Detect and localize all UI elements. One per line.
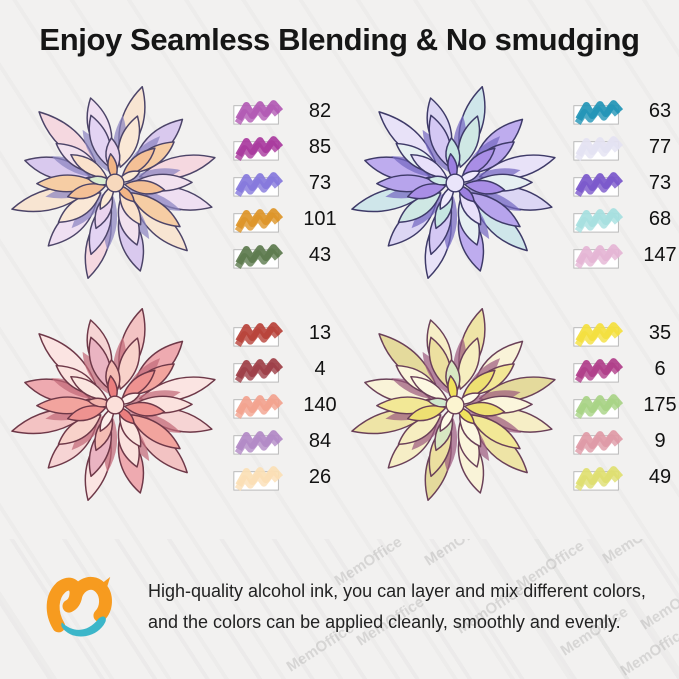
marker-scribble-icon (573, 171, 624, 197)
succulent-illustration-peach (11, 85, 216, 280)
succulent-panel-pink: 13 4 140 84 26 (2, 294, 342, 516)
marker-color-code: 43 (308, 243, 332, 266)
swatch-row: 26 (230, 462, 342, 493)
marker-scribble-icon (233, 135, 284, 161)
marker-color-code: 63 (648, 99, 672, 122)
marker-scribble-icon (233, 429, 284, 455)
marker-scribble-icon (573, 207, 624, 233)
swatch-row: 68 (570, 204, 679, 235)
memoffice-logo (46, 576, 112, 637)
marker-color-code: 73 (648, 171, 672, 194)
marker-scribble-icon (233, 321, 284, 347)
marker-color-code: 9 (654, 429, 666, 452)
marker-scribble-icon (233, 99, 284, 125)
marker-color-code: 26 (308, 465, 332, 488)
swatch-row: 9 (570, 426, 679, 457)
succulent-panel-peach: 82 85 73 101 43 (2, 72, 342, 294)
marker-swatch-list: 35 6 175 9 49 (568, 318, 679, 493)
footer-line-2: and the colors can be applied cleanly, s… (148, 612, 621, 632)
marker-scribble-icon (233, 357, 284, 383)
swatch-row: 82 (230, 96, 342, 127)
marker-color-code: 147 (643, 243, 677, 266)
swatch-row: 43 (230, 240, 342, 271)
marker-scribble-icon (573, 243, 624, 269)
succulent-illustration-purple (351, 85, 556, 280)
blending-examples-grid: 82 85 73 101 43 63 77 73 68 147 13 4 140 84 26 35 6 17… (0, 68, 679, 516)
swatch-row: 147 (570, 240, 679, 271)
marker-color-code: 175 (643, 393, 677, 416)
succulent-illustration-yellow (351, 307, 556, 502)
marker-scribble-icon (573, 321, 624, 347)
marker-swatch-list: 82 85 73 101 43 (228, 96, 342, 271)
marker-color-code: 82 (308, 99, 332, 122)
swatch-row: 140 (230, 390, 342, 421)
marker-swatch-list: 63 77 73 68 147 (568, 96, 679, 271)
swatch-row: 77 (570, 132, 679, 163)
marker-scribble-icon (233, 171, 284, 197)
marker-color-code: 35 (648, 321, 672, 344)
marker-scribble-icon (233, 465, 284, 491)
swatch-row: 101 (230, 204, 342, 235)
swatch-row: 73 (230, 168, 342, 199)
footer: High-quality alcohol ink, you can layer … (0, 564, 679, 650)
marker-color-code: 73 (308, 171, 332, 194)
footer-description: High-quality alcohol ink, you can layer … (148, 576, 646, 637)
marker-color-code: 85 (308, 135, 332, 158)
marker-scribble-icon (573, 393, 624, 419)
swatch-row: 175 (570, 390, 679, 421)
succulent-illustration-pink (11, 307, 216, 502)
marker-scribble-icon (573, 357, 624, 383)
marker-scribble-icon (573, 99, 624, 125)
marker-color-code: 140 (303, 393, 337, 416)
swatch-row: 35 (570, 318, 679, 349)
swatch-row: 6 (570, 354, 679, 385)
marker-scribble-icon (573, 465, 624, 491)
marker-color-code: 4 (314, 357, 326, 380)
page-title: Enjoy Seamless Blending & No smudging (39, 22, 640, 57)
swatch-row: 4 (230, 354, 342, 385)
succulent-panel-purple: 63 77 73 68 147 (342, 72, 679, 294)
swatch-row: 85 (230, 132, 342, 163)
swatch-row: 73 (570, 168, 679, 199)
marker-scribble-icon (573, 135, 624, 161)
marker-scribble-icon (233, 243, 284, 269)
swatch-row: 13 (230, 318, 342, 349)
marker-color-code: 101 (303, 207, 337, 230)
marker-swatch-list: 13 4 140 84 26 (228, 318, 342, 493)
swatch-row: 49 (570, 462, 679, 493)
marker-scribble-icon (233, 393, 284, 419)
swatch-row: 84 (230, 426, 342, 457)
marker-color-code: 6 (654, 357, 666, 380)
marker-color-code: 68 (648, 207, 672, 230)
marker-color-code: 49 (648, 465, 672, 488)
marker-color-code: 77 (648, 135, 672, 158)
marker-scribble-icon (573, 429, 624, 455)
succulent-panel-yellow: 35 6 175 9 49 (342, 294, 679, 516)
marker-scribble-icon (233, 207, 284, 233)
marker-color-code: 13 (308, 321, 332, 344)
marker-color-code: 84 (308, 429, 332, 452)
footer-line-1: High-quality alcohol ink, you can layer … (148, 581, 646, 602)
swatch-row: 63 (570, 96, 679, 127)
